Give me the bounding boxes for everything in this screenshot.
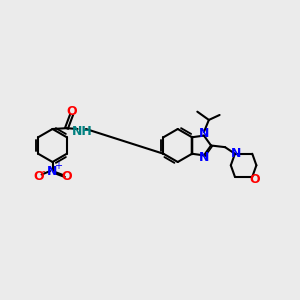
Text: N: N [47,165,58,178]
Text: N: N [199,151,209,164]
Text: -: - [42,166,45,176]
Text: O: O [33,169,44,182]
Text: NH: NH [72,125,92,139]
Text: N: N [199,127,209,140]
Text: O: O [249,173,260,186]
Text: N: N [231,147,242,160]
Text: O: O [66,106,77,118]
Text: O: O [61,169,72,182]
Text: +: + [54,161,62,171]
